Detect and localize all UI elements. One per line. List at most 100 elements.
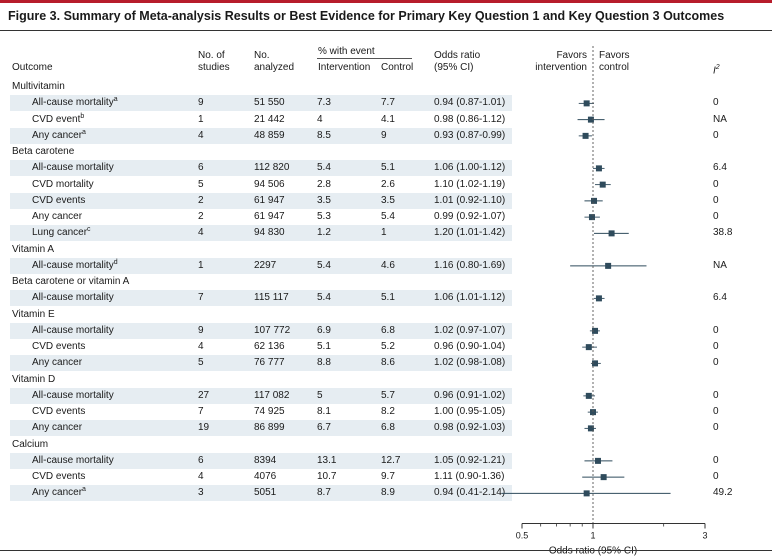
studies-count: 4 <box>198 227 204 239</box>
table-row: Any cancera 4 48 859 8.5 9 0.93 (0.87-0.99) <box>10 127 512 144</box>
footnote-marker: a <box>82 128 86 136</box>
analyzed-count: 62 136 <box>254 341 285 352</box>
control-pct: 8.9 <box>381 487 395 499</box>
odds-ratio-marker <box>595 295 602 302</box>
heterogeneity-i2: 0 <box>713 97 719 109</box>
table-row: All-cause mortalitya 9 51 550 7.3 7.7 0.94 (0… <box>10 95 512 112</box>
analyzed-count: 74 925 <box>254 406 285 417</box>
intervention-pct: 13.1 <box>317 454 337 466</box>
odds-ratio-ci: 0.99 (0.92-1.07) <box>434 211 506 222</box>
group-label: Multivitamin <box>12 81 65 92</box>
footnote-marker: c <box>87 226 91 234</box>
odds-ratio-marker <box>587 425 594 432</box>
studies-count: 2 <box>198 194 204 206</box>
header-intervention: Intervention <box>318 62 371 73</box>
analyzed-count: 94 506 <box>254 178 285 190</box>
odds-ratio-marker <box>595 165 602 172</box>
intervention-pct: 5.4 <box>317 162 331 174</box>
analyzed-count: 117 082 <box>254 389 290 401</box>
table-row: All-cause mortality 7 115 117 5.4 5.1 1.06 (1… <box>10 290 512 307</box>
heterogeneity-i2: 0 <box>713 357 719 369</box>
control-pct: 4.1 <box>381 113 395 125</box>
control-pct: 6.8 <box>381 324 395 336</box>
control-pct: 7.7 <box>381 97 395 109</box>
odds-ratio-ci: 0.94 (0.87-1.01) <box>434 97 506 109</box>
analyzed-count: 51 550 <box>254 97 285 109</box>
odds-ratio-ci: 1.05 (0.92-1.21) <box>434 454 506 466</box>
analyzed-count: 5051 <box>254 487 277 499</box>
odds-ratio-marker <box>582 132 589 139</box>
footnote-marker: b <box>80 112 85 120</box>
intervention-pct: 6.7 <box>317 422 331 434</box>
group-label: Vitamin D <box>12 373 56 385</box>
intervention-pct: 1.2 <box>317 227 331 239</box>
studies-count: 7 <box>198 292 204 304</box>
header-analyzed-line1: No. <box>254 50 270 61</box>
outcome-label: All-cause mortality <box>32 162 114 174</box>
odds-ratio-marker <box>592 360 599 367</box>
control-pct: 5.1 <box>381 292 395 304</box>
outcome-label: CVD events <box>32 406 86 417</box>
control-pct: 1 <box>381 227 387 239</box>
heterogeneity-i2: 6.4 <box>713 292 727 304</box>
footnote-marker: a <box>113 96 118 104</box>
heterogeneity-i2: 0 <box>713 341 719 352</box>
odds-ratio-ci: 1.06 (1.01-1.12) <box>434 292 506 304</box>
analyzed-count: 48 859 <box>254 129 285 141</box>
odds-ratio-ci: 0.93 (0.87-0.99) <box>434 129 506 141</box>
intervention-pct: 5 <box>317 389 323 401</box>
control-pct: 5.1 <box>381 162 395 174</box>
intervention-pct: 5.3 <box>317 211 331 222</box>
header-favors-control-1: Favors <box>599 50 630 61</box>
odds-ratio-marker <box>585 392 592 399</box>
analyzed-count: 115 117 <box>254 292 289 304</box>
table-group-header: Vitamin E <box>10 307 512 323</box>
studies-count: 4 <box>198 341 204 352</box>
heterogeneity-i2: 0 <box>713 454 719 466</box>
odds-ratio-ci: 0.98 (0.92-1.03) <box>434 422 506 434</box>
odds-ratio-marker <box>594 457 601 464</box>
studies-count: 1 <box>198 113 204 125</box>
outcome-label: Any cancera <box>32 128 86 141</box>
outcome-label: All-cause mortality <box>32 292 114 304</box>
analyzed-count: 94 830 <box>254 227 285 239</box>
odds-ratio-ci: 1.16 (0.80-1.69) <box>434 259 506 271</box>
studies-count: 1 <box>198 259 204 271</box>
control-pct: 6.8 <box>381 422 395 434</box>
outcome-label: CVD events <box>32 341 86 352</box>
odds-ratio-marker <box>591 197 598 204</box>
heterogeneity-i2: 0 <box>713 389 719 401</box>
table-group-header: Multivitamin <box>10 79 512 95</box>
table-row: Any cancer 19 86 899 6.7 6.8 0.98 (0.92-1.03) <box>10 420 512 437</box>
control-pct: 12.7 <box>381 454 401 466</box>
heterogeneity-i2: 49.2 <box>713 487 733 499</box>
odds-ratio-marker <box>590 409 596 416</box>
odds-ratio-marker <box>599 181 606 188</box>
analyzed-count: 86 899 <box>254 422 285 434</box>
outcome-label: CVD events <box>32 471 86 482</box>
intervention-pct: 3.5 <box>317 194 331 206</box>
odds-ratio-ci: 1.20 (1.01-1.42) <box>434 227 506 239</box>
odds-ratio-ci: 1.11 (0.90-1.36) <box>434 471 505 482</box>
outcome-label: Lung cancerc <box>32 226 91 239</box>
control-pct: 5.2 <box>381 341 395 352</box>
control-pct: 2.6 <box>381 178 395 190</box>
heterogeneity-i2: 0 <box>713 178 719 190</box>
control-pct: 8.6 <box>381 357 395 369</box>
control-pct: 9.7 <box>381 471 395 482</box>
group-label: Calcium <box>12 438 49 450</box>
table-group-header: Calcium <box>10 437 512 453</box>
header-pct-event: % with event <box>318 46 375 57</box>
odds-ratio-ci: 0.96 (0.90-1.04) <box>434 341 506 352</box>
odds-ratio-marker <box>605 262 612 269</box>
header-studies-line2: studies <box>198 62 230 73</box>
studies-count: 5 <box>198 178 204 190</box>
control-pct: 8.2 <box>381 406 395 417</box>
studies-count: 5 <box>198 357 204 369</box>
odds-ratio-ci: 1.00 (0.95-1.05) <box>434 406 506 417</box>
header-or-line2: (95% CI) <box>434 62 474 73</box>
outcome-label: Any cancer <box>32 211 83 222</box>
header-favors-control-2: control <box>599 62 630 73</box>
header-outcome: Outcome <box>12 62 53 73</box>
